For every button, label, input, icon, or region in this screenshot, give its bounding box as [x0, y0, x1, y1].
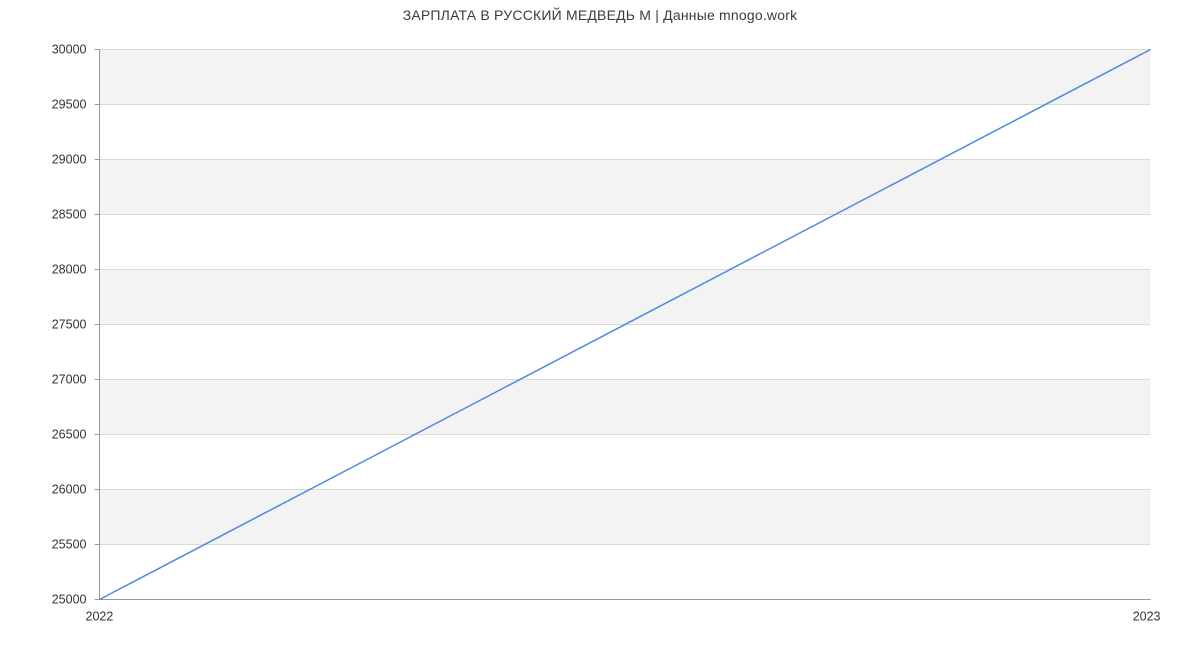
svg-text:29000: 29000 [52, 153, 87, 167]
svg-text:30000: 30000 [52, 43, 87, 57]
svg-text:26500: 26500 [52, 428, 87, 442]
svg-text:25000: 25000 [52, 593, 87, 607]
svg-text:25500: 25500 [52, 538, 87, 552]
svg-text:2022: 2022 [86, 610, 114, 624]
svg-text:28500: 28500 [52, 208, 87, 222]
svg-text:27000: 27000 [52, 373, 87, 387]
svg-text:2023: 2023 [1133, 610, 1161, 624]
svg-text:29500: 29500 [52, 98, 87, 112]
svg-text:28000: 28000 [52, 263, 87, 277]
svg-text:26000: 26000 [52, 483, 87, 497]
svg-text:27500: 27500 [52, 318, 87, 332]
